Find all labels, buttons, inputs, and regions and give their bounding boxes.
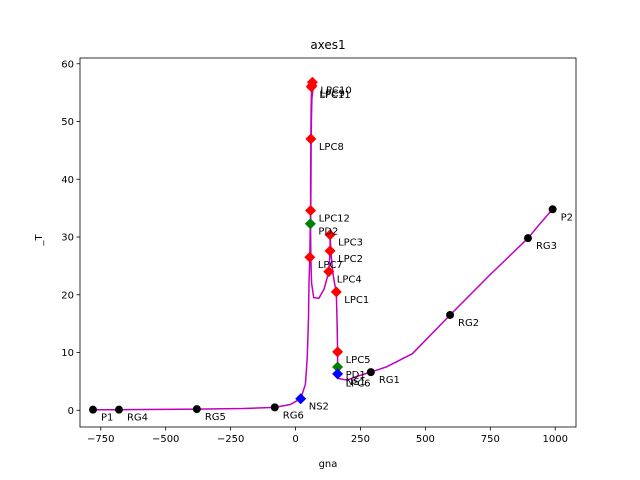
point-label: RG5 <box>205 412 226 423</box>
plot-area: −750 −500 −250 0 250 500 750 1000 0 10 20 30 40 50 60 P… <box>61 57 577 445</box>
point-label: LPC12 <box>319 213 350 224</box>
x-tick-label: −500 <box>152 434 179 445</box>
point-label: P1 <box>101 413 113 424</box>
point-marker <box>304 251 316 263</box>
y-tick-label: 20 <box>61 290 74 301</box>
point-marker <box>446 310 455 319</box>
point-label: RG1 <box>379 375 400 386</box>
point-marker <box>305 204 317 216</box>
y-axis-label: _T <box>34 234 45 247</box>
point-label: PD1 <box>346 370 366 381</box>
point-marker <box>323 266 335 278</box>
point-marker <box>304 218 316 230</box>
x-tick-label: 250 <box>351 434 370 445</box>
point-marker <box>192 405 201 414</box>
point-marker <box>305 133 317 145</box>
point-label: RG2 <box>458 318 479 329</box>
y-tick-label: 60 <box>61 59 74 70</box>
point-marker <box>295 393 307 405</box>
y-tick-label: 0 <box>68 406 74 417</box>
point-marker <box>523 234 532 243</box>
point-marker <box>332 361 344 373</box>
series-line-0 <box>93 81 554 411</box>
x-tick-label: 1000 <box>542 434 567 445</box>
point-label: NS1 <box>346 377 366 388</box>
point-marker <box>366 368 375 377</box>
point-marker <box>270 403 279 412</box>
point-marker <box>330 286 342 298</box>
point-label: LPC7 <box>318 260 343 271</box>
y-tick-label: 10 <box>61 348 74 359</box>
point-marker <box>324 229 336 241</box>
point-label: LPC11 <box>319 90 350 101</box>
x-tick-label: −750 <box>87 434 114 445</box>
point-label: P2 <box>561 212 573 223</box>
point-marker <box>332 368 344 380</box>
x-tick-label: 500 <box>416 434 435 445</box>
point-label: LPC5 <box>346 355 371 366</box>
y-tick-label: 30 <box>61 233 74 244</box>
point-label: PD2 <box>318 227 338 238</box>
x-tick-label: 750 <box>481 434 500 445</box>
point-label: RG6 <box>283 410 304 421</box>
point-label: LPC8 <box>319 142 344 153</box>
point-label: LPC10 <box>320 85 351 96</box>
point-marker <box>88 405 97 414</box>
point-marker <box>324 245 336 257</box>
point-label: LPC1 <box>344 295 369 306</box>
point-label: NS2 <box>309 402 329 413</box>
x-axis-label: gna <box>319 459 338 470</box>
point-label: LPC9 <box>320 89 345 100</box>
point-label: LPC6 <box>346 379 371 390</box>
point-label: LPC4 <box>337 275 362 286</box>
point-marker <box>114 405 123 414</box>
x-tick-label: 0 <box>292 434 298 445</box>
y-tick-label: 50 <box>61 117 74 128</box>
x-tick-label: −250 <box>217 434 244 445</box>
y-tick-label: 40 <box>61 175 74 186</box>
point-marker <box>306 76 318 88</box>
point-label: RG3 <box>536 241 557 252</box>
point-marker <box>332 346 344 358</box>
axes-frame <box>79 57 577 428</box>
point-label: LPC3 <box>338 238 363 249</box>
point-label: LPC2 <box>338 254 363 265</box>
point-marker <box>548 205 557 214</box>
chart-title: axes1 <box>310 38 345 52</box>
point-label: RG4 <box>127 413 148 424</box>
